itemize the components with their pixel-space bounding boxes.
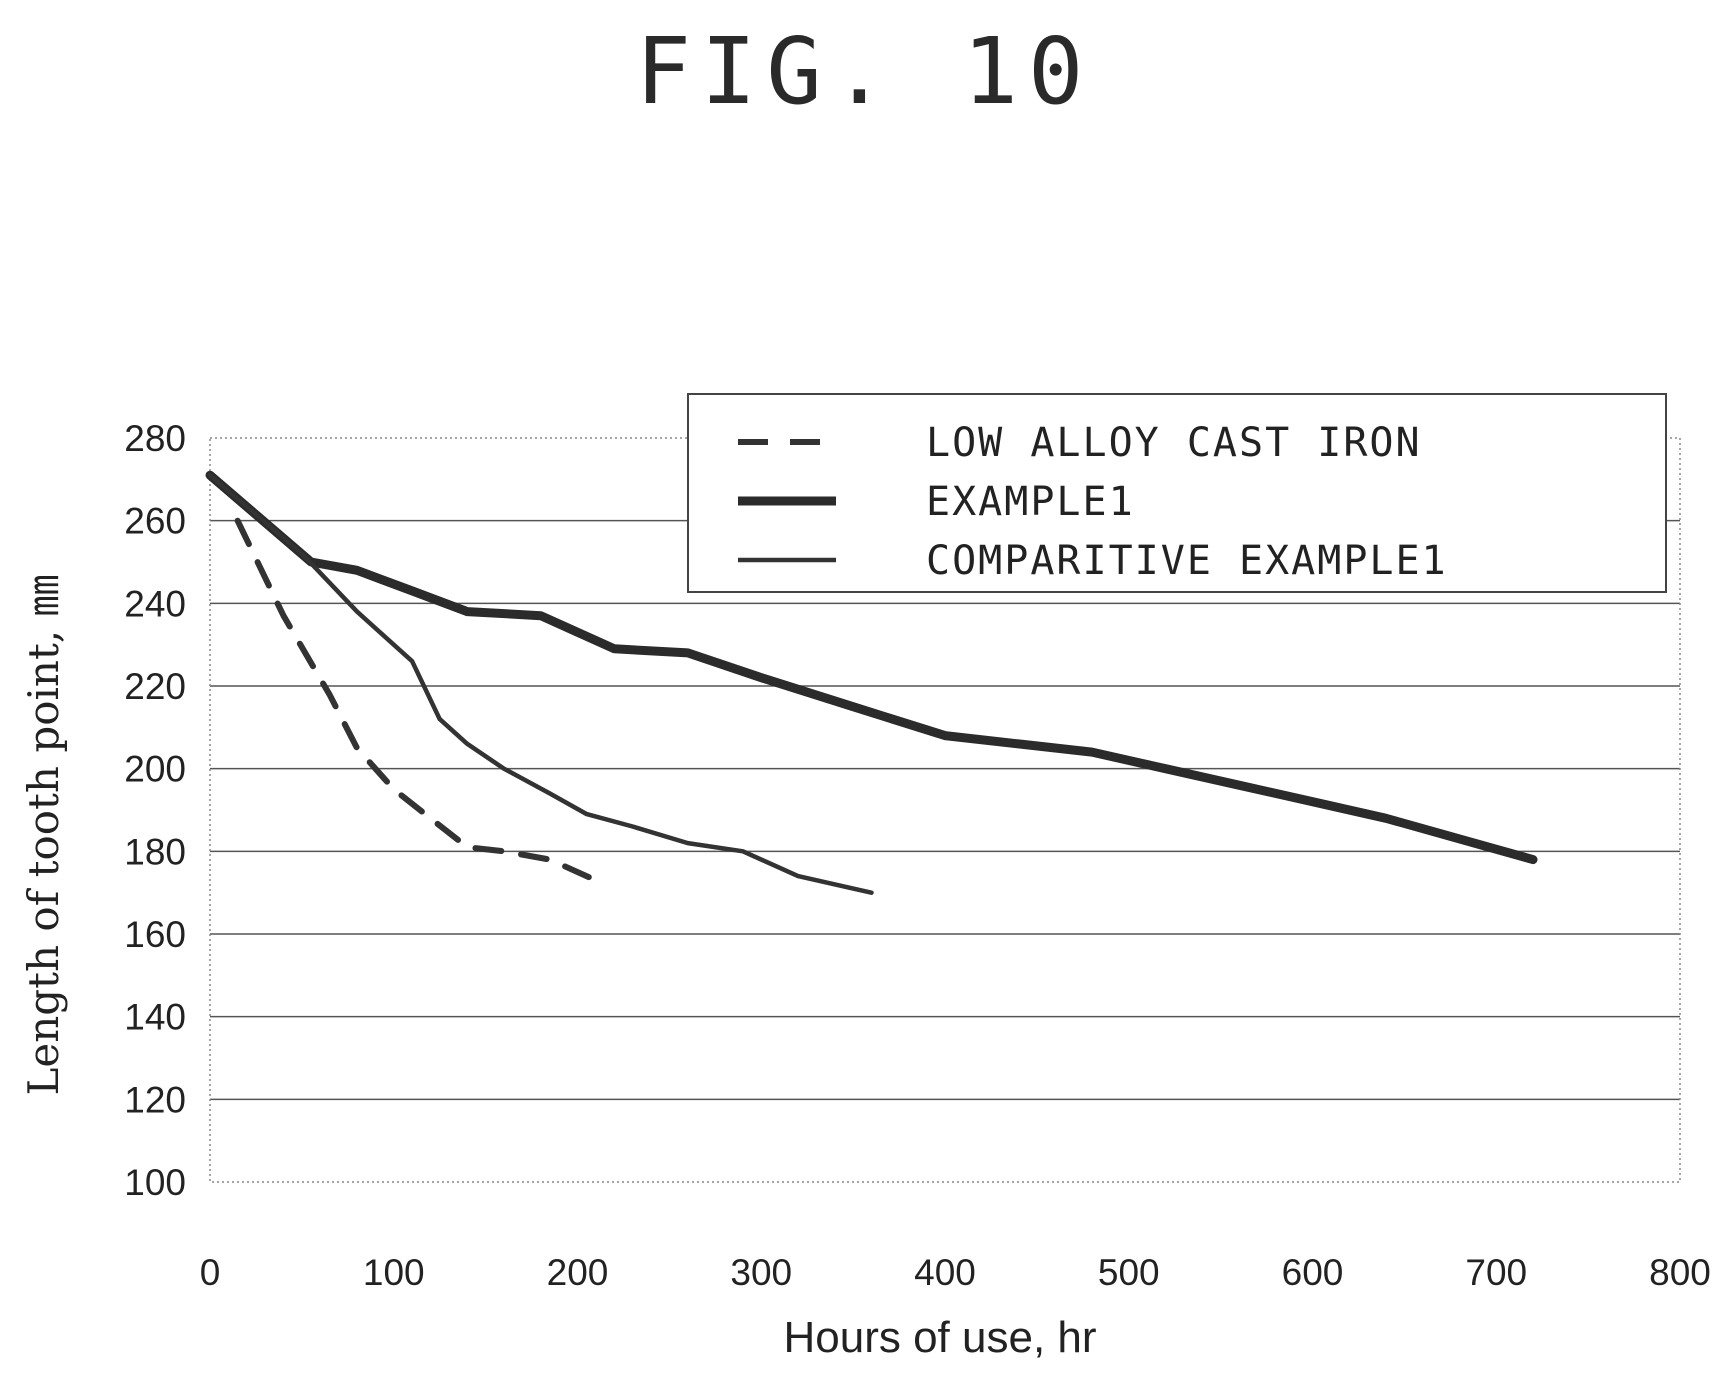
x-tick-labels: 0 100 200 300 400 500 600 700 800 <box>200 1252 1711 1293</box>
y-tick-label: 220 <box>124 666 186 707</box>
y-tick-label: 160 <box>124 914 186 955</box>
series-layer <box>205 470 1538 895</box>
x-tick-label: 400 <box>914 1252 976 1293</box>
series-line-1 <box>234 517 599 884</box>
legend-label-2: EXAMPLE1 <box>926 479 1135 525</box>
x-tick-label: 100 <box>363 1252 425 1293</box>
y-axis-label: Length of tooth point, ㎜ <box>19 574 68 1095</box>
x-tick-label: 300 <box>730 1252 792 1293</box>
legend-label-1: LOW ALLOY CAST IRON <box>926 420 1422 466</box>
y-tick-label: 180 <box>124 831 186 872</box>
y-tick-label: 120 <box>124 1079 186 1120</box>
x-tick-label: 700 <box>1465 1252 1527 1293</box>
y-tick-label: 140 <box>124 997 186 1038</box>
y-tick-label: 280 <box>124 418 186 459</box>
legend-label-3: COMPARITIVE EXAMPLE1 <box>926 538 1448 584</box>
x-tick-label: 0 <box>200 1252 221 1293</box>
legend-box <box>687 393 1667 593</box>
y-tick-label: 260 <box>124 501 186 542</box>
x-tick-label: 800 <box>1649 1252 1711 1293</box>
legend: LOW ALLOY CAST IRON EXAMPLE1 COMPARITIVE E… <box>687 393 1667 593</box>
x-axis-label: Hours of use, hr <box>783 1313 1096 1362</box>
x-tick-label: 200 <box>547 1252 609 1293</box>
series-line-2 <box>205 470 1538 865</box>
y-tick-labels: 100 120 140 160 180 200 220 240 260 280 <box>124 418 186 1203</box>
x-tick-label: 500 <box>1098 1252 1160 1293</box>
series-line-3 <box>207 472 874 895</box>
y-tick-label: 200 <box>124 749 186 790</box>
y-tick-label: 100 <box>124 1162 186 1203</box>
x-tick-label: 600 <box>1282 1252 1344 1293</box>
grid-lines <box>210 519 1680 1101</box>
y-tick-label: 240 <box>124 583 186 624</box>
figure-title: FIG. 10 <box>635 18 1094 125</box>
